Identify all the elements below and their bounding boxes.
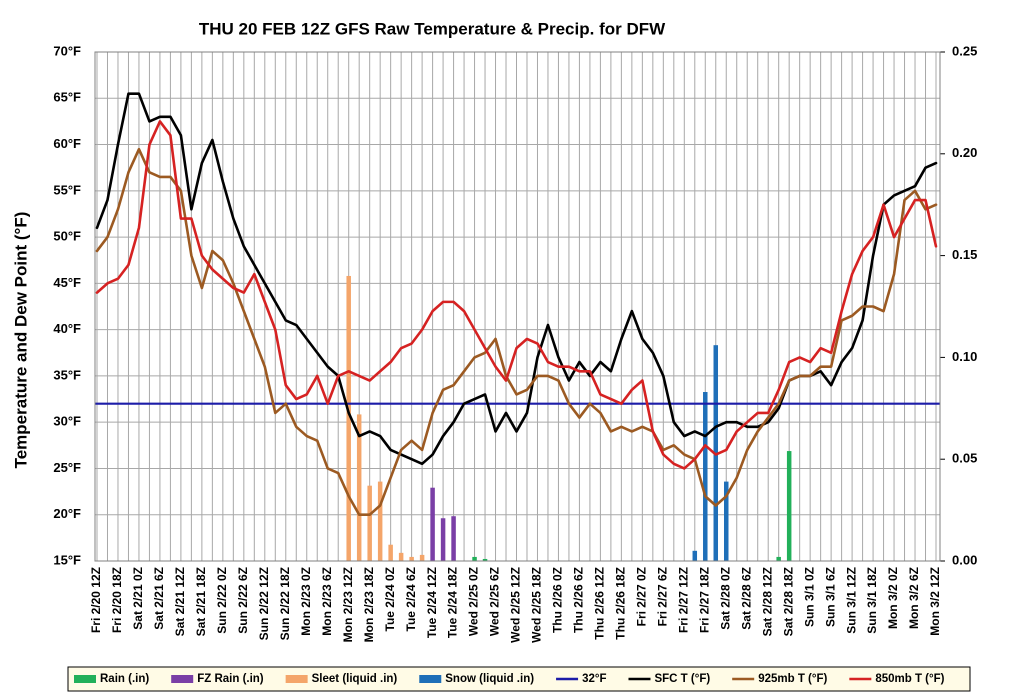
precip-bar — [451, 516, 456, 561]
x-tick-label: Fri 2/20 12Z — [89, 567, 103, 633]
y2-tick-label: 0.10 — [952, 349, 977, 364]
precip-bar — [356, 414, 362, 561]
x-tick-label: Mon 3/2 6Z — [907, 567, 921, 629]
x-tick-label: Sat 2/21 6Z — [152, 567, 166, 630]
x-tick-label: Fri 2/27 6Z — [655, 567, 669, 626]
legend-label: SFC T (°F) — [654, 673, 710, 685]
x-tick-label: Sat 2/21 12Z — [173, 567, 187, 636]
y-tick-label: 45°F — [53, 275, 81, 290]
x-tick-label: Sat 2/28 12Z — [760, 567, 774, 636]
x-tick-label: Sat 2/28 0Z — [718, 567, 732, 630]
y2-tick-label: 0.00 — [952, 552, 977, 567]
x-tick-label: Wed 2/25 18Z — [530, 567, 544, 643]
x-tick-label: Wed 2/25 12Z — [509, 567, 523, 643]
precip-bar — [786, 451, 792, 561]
y-tick-label: 30°F — [53, 414, 81, 429]
x-tick-label: Tue 2/24 0Z — [383, 567, 397, 631]
x-tick-label: Tue 2/24 12Z — [425, 567, 439, 638]
x-tick-label: Mon 2/23 18Z — [362, 567, 376, 642]
x-tick-label: Sun 2/22 6Z — [236, 567, 250, 634]
x-tick-label: Mon 2/23 6Z — [320, 567, 334, 636]
precip-bar — [703, 392, 708, 561]
legend-swatch — [285, 675, 308, 683]
x-tick-label: Mon 2/23 0Z — [299, 567, 313, 636]
x-tick-label: Sat 2/21 0Z — [131, 567, 145, 630]
y-tick-label: 60°F — [53, 136, 81, 151]
x-tick-label: Sat 2/21 18Z — [194, 567, 208, 636]
x-tick-label: Thu 2/26 6Z — [572, 567, 586, 633]
y-tick-label: 15°F — [53, 552, 81, 567]
y-tick-label: 25°F — [53, 460, 81, 475]
plot-frame — [94, 51, 941, 562]
precip-bar — [419, 554, 425, 561]
x-tick-label: Sun 3/1 18Z — [865, 567, 879, 634]
x-tick-label: Sat 2/28 18Z — [781, 567, 795, 636]
y-tick-label: 55°F — [53, 182, 81, 197]
temperature-line — [95, 147, 938, 517]
y2-tick-label: 0.25 — [952, 43, 977, 58]
y-tick-label: 70°F — [53, 43, 81, 58]
x-tick-label: Mon 3/2 0Z — [886, 567, 900, 629]
legend-box — [67, 666, 971, 692]
legend: Rain (.in) FZ Rain (.in) Sleet (liquid .in… — [74, 673, 945, 685]
precip-bar — [367, 485, 372, 561]
x-tick-label: Mon 3/2 12Z — [928, 567, 942, 636]
x-tick-label: Sat 2/28 6Z — [739, 567, 753, 630]
x-tick-label: Mon 2/23 12Z — [341, 567, 355, 642]
precip-bar — [398, 552, 404, 561]
legend-swatch — [419, 675, 442, 683]
y2-tick-label: 0.05 — [952, 451, 977, 466]
x-tick-label: Thu 2/26 18Z — [614, 567, 628, 640]
precip-bar — [482, 558, 488, 561]
x-tick-label: Fri 2/27 0Z — [635, 567, 649, 626]
precip-bar — [377, 481, 383, 561]
legend-label: Snow (liquid .in) — [445, 673, 534, 685]
y-tick-label: 35°F — [53, 367, 81, 382]
legend-label: 32°F — [582, 673, 606, 685]
chart-title: THU 20 FEB 12Z GFS Raw Temperature & Pre… — [199, 19, 666, 38]
x-tick-label: Thu 2/26 0Z — [551, 567, 565, 633]
precip-bar — [388, 544, 393, 561]
x-tick-label: Wed 2/25 6Z — [488, 567, 502, 636]
y-tick-label: 40°F — [53, 321, 81, 336]
x-tick-label: Tue 2/24 18Z — [446, 567, 460, 638]
x-tick-label: Fri 2/27 18Z — [697, 567, 711, 633]
legend-label: FZ Rain (.in) — [197, 673, 264, 685]
plot-area — [95, 52, 940, 561]
precip-bar — [776, 556, 781, 561]
temperature-line — [95, 120, 938, 470]
y-tick-label: 20°F — [53, 506, 81, 521]
precip-bar — [440, 518, 446, 561]
x-tick-label: Fri 2/20 18Z — [110, 567, 124, 633]
y-axis-label: Temperature and Dew Point (°F) — [11, 212, 30, 469]
legend-swatch — [74, 675, 96, 683]
precip-bar — [430, 487, 435, 561]
y-tick-label: 65°F — [53, 90, 81, 105]
x-tick-label: Thu 2/26 12Z — [593, 567, 607, 640]
x-tick-label: Wed 2/25 0Z — [467, 567, 481, 636]
legend-label: 850mb T (°F) — [875, 673, 944, 685]
x-tick-label: Tue 2/24 6Z — [404, 567, 418, 631]
legend-swatch — [171, 675, 194, 683]
y2-tick-label: 0.15 — [952, 247, 977, 262]
x-tick-label: Sun 2/22 18Z — [278, 567, 292, 640]
y2-tick-label: 0.20 — [952, 145, 977, 160]
precip-bar — [409, 556, 414, 561]
precip-bar — [346, 275, 351, 561]
x-tick-label: Fri 2/27 12Z — [676, 567, 690, 633]
precip-bar — [472, 556, 477, 561]
legend-label: 925mb T (°F) — [758, 673, 827, 685]
x-tick-label: Sun 3/1 0Z — [802, 567, 816, 627]
x-tick-label: Sun 3/1 6Z — [823, 567, 837, 627]
legend-label: Sleet (liquid .in) — [312, 673, 398, 685]
x-tick-label: Sun 2/22 12Z — [257, 567, 271, 640]
x-tick-label: Sun 3/1 12Z — [844, 567, 858, 634]
precip-bar — [724, 481, 729, 561]
y-tick-label: 50°F — [53, 229, 81, 244]
legend-label: Rain (.in) — [100, 673, 149, 685]
precip-bar — [692, 550, 698, 561]
x-tick-label: Sun 2/22 0Z — [215, 567, 229, 634]
